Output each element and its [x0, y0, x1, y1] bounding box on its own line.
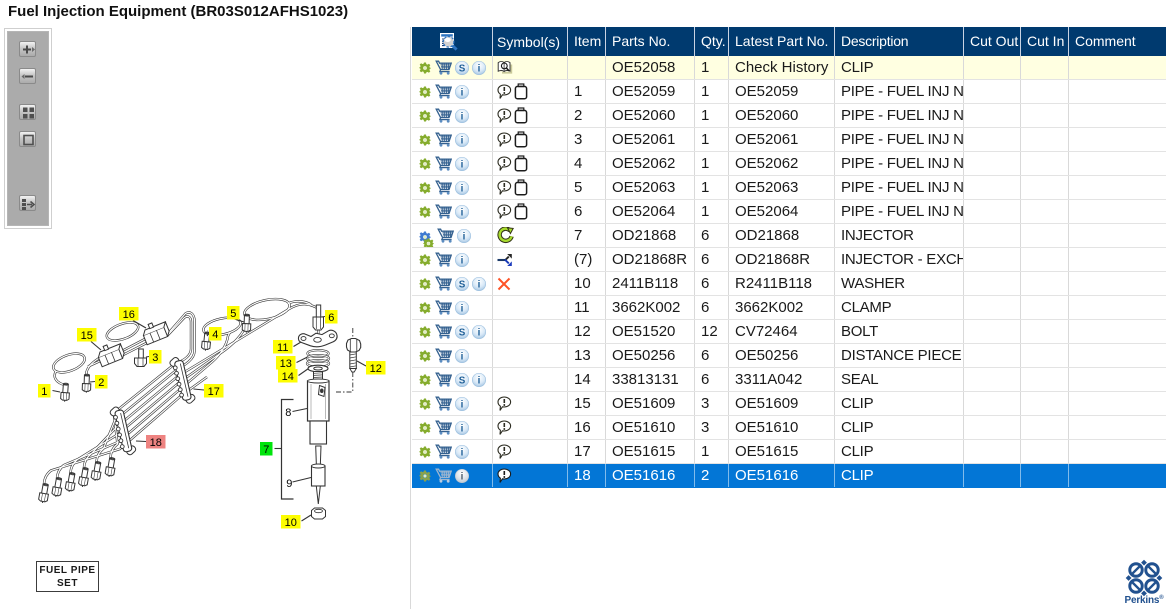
svg-text:12: 12: [370, 363, 382, 375]
svg-text:S: S: [459, 375, 466, 386]
svg-text:14: 14: [282, 371, 294, 383]
svg-text:15: 15: [81, 330, 93, 342]
svg-text:i: i: [478, 327, 481, 338]
svg-text:i: i: [461, 111, 464, 122]
svg-text:7: 7: [263, 444, 269, 456]
svg-text:5: 5: [230, 308, 236, 320]
svg-text:8: 8: [285, 407, 291, 419]
svg-text:i: i: [461, 159, 464, 170]
svg-text:i: i: [461, 135, 464, 146]
svg-text:4: 4: [212, 329, 218, 341]
svg-text:i: i: [478, 279, 481, 290]
svg-text:i: i: [478, 375, 481, 386]
svg-text:i: i: [461, 423, 464, 434]
svg-text:i: i: [463, 231, 466, 242]
svg-text:i: i: [478, 63, 481, 74]
svg-text:i: i: [461, 255, 464, 266]
svg-text:i: i: [461, 207, 464, 218]
svg-text:16: 16: [123, 309, 135, 321]
svg-text:i: i: [461, 471, 464, 482]
svg-text:i: i: [461, 399, 464, 410]
svg-text:13: 13: [280, 358, 292, 370]
svg-text:1: 1: [41, 386, 47, 398]
svg-text:S: S: [459, 63, 466, 74]
svg-text:6: 6: [328, 312, 334, 324]
svg-text:18: 18: [150, 437, 162, 449]
svg-text:10: 10: [285, 517, 297, 529]
svg-text:S: S: [459, 279, 466, 290]
svg-text:i: i: [461, 351, 464, 362]
svg-text:S: S: [459, 327, 466, 338]
svg-text:i: i: [461, 447, 464, 458]
svg-text:3: 3: [152, 352, 158, 364]
svg-text:11: 11: [277, 342, 288, 354]
svg-text:17: 17: [208, 386, 220, 398]
svg-text:9: 9: [286, 478, 292, 490]
svg-text:i: i: [461, 303, 464, 314]
svg-text:i: i: [461, 183, 464, 194]
svg-text:2: 2: [98, 377, 104, 389]
svg-text:i: i: [461, 87, 464, 98]
